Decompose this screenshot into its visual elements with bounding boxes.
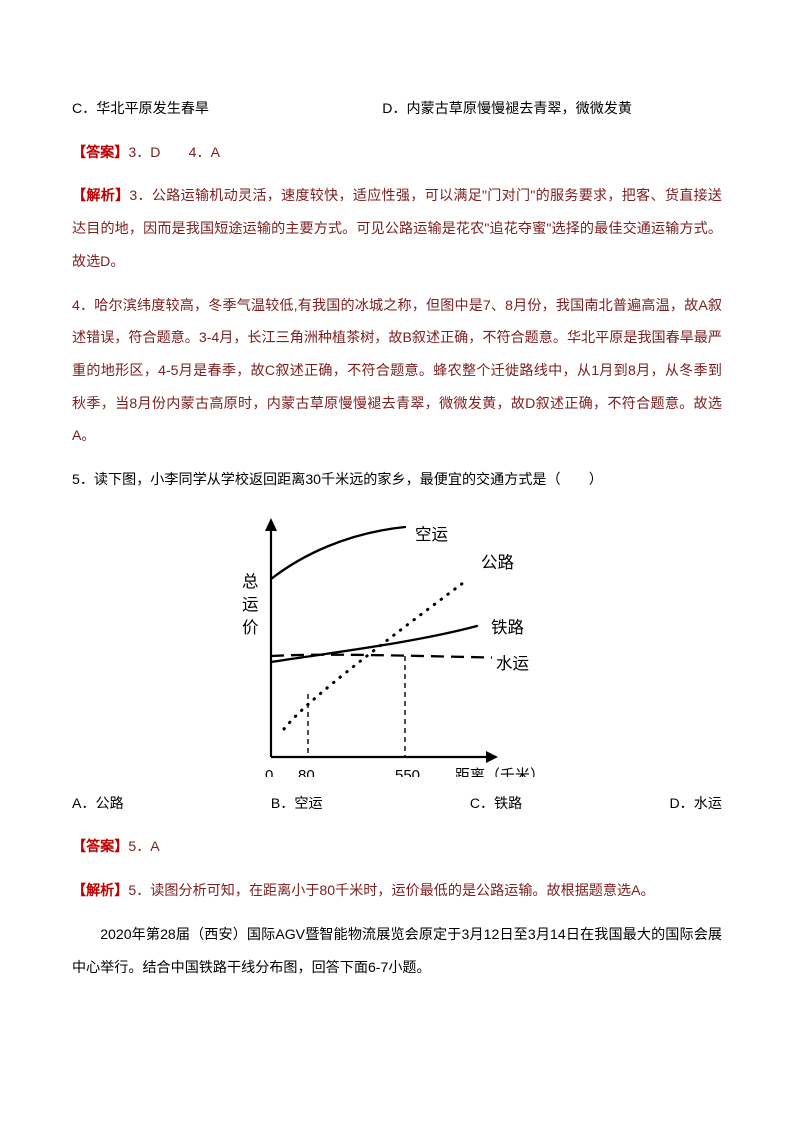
svg-text:550: 550 [395,767,420,777]
svg-text:铁路: 铁路 [491,618,525,637]
svg-text:运: 运 [242,595,259,614]
svg-text:0: 0 [265,767,273,777]
svg-text:空运: 空运 [415,525,448,544]
svg-text:水运: 水运 [496,654,529,673]
svg-text:价: 价 [242,619,259,637]
svg-text:距离（千米）: 距离（千米） [455,767,545,777]
svg-text:总: 总 [242,572,259,591]
svg-text:80: 80 [298,767,315,777]
svg-text:公路: 公路 [481,553,515,572]
